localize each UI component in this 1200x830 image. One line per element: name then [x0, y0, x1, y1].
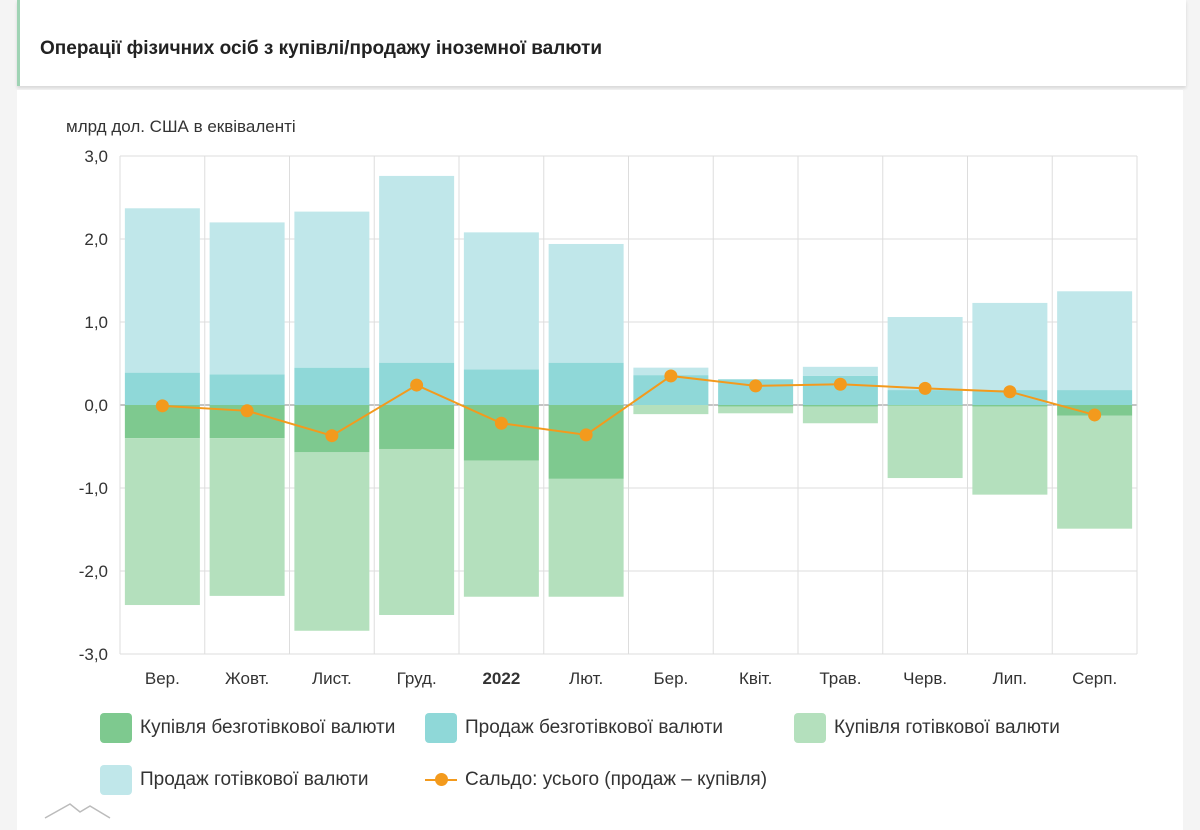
panel-header: Операції фізичних осіб з купівлі/продажу… [17, 0, 1186, 86]
x-tick-label: Квіт. [739, 669, 772, 688]
balance-point [1003, 385, 1017, 399]
mountain-logo-icon [44, 803, 111, 819]
legend-item-balance[interactable]: Сальдо: усього (продаж – купівля) [425, 765, 767, 795]
page-title: Операції фізичних осіб з купівлі/продажу… [40, 38, 603, 59]
legend-item-cashless-purchase[interactable]: Купівля безготівкової валюти [100, 713, 395, 743]
y-tick-label: 2,0 [84, 230, 108, 249]
x-tick-label: Жовт. [225, 669, 269, 688]
legend-swatch [100, 765, 132, 795]
legend-item-cash-purchase[interactable]: Купівля готівкової валюти [794, 713, 1060, 743]
balance-point [155, 399, 169, 413]
bar-cash-sale [209, 222, 285, 375]
balance-point [494, 416, 508, 430]
y-tick-label: -2,0 [79, 562, 108, 581]
bar-cashless-sale [209, 374, 285, 405]
bar-cashless-purchase [463, 405, 539, 461]
bar-cash-purchase [209, 438, 285, 596]
bar-cash-purchase [972, 406, 1048, 495]
y-tick-label: -1,0 [79, 479, 108, 498]
legend-label: Купівля готівкової валюти [834, 717, 1060, 738]
x-tick-label: Бер. [653, 669, 688, 688]
balance-point [664, 369, 678, 383]
legend-swatch [425, 713, 457, 743]
bar-cashless-purchase [887, 405, 963, 406]
legend-label: Сальдо: усього (продаж – купівля) [465, 769, 768, 790]
x-tick-label: Вер. [145, 669, 180, 688]
bar-cashless-sale [1057, 390, 1133, 405]
x-tick-label: Лют. [569, 669, 603, 688]
bar-cash-purchase [1057, 415, 1133, 529]
y-tick-label: 3,0 [84, 147, 108, 166]
balance-line [162, 374, 1095, 437]
bar-cash-purchase [802, 406, 878, 424]
x-tick-label: Лист. [312, 669, 352, 688]
y-tick-label: -3,0 [79, 645, 108, 664]
bar-cash-sale [379, 175, 455, 363]
bar-cash-sale [294, 211, 370, 368]
bar-cashless-purchase [802, 405, 878, 407]
bar-cash-purchase [633, 405, 709, 415]
legend-swatch [100, 713, 132, 743]
y-axis-label: млрд дол. США в еквіваленті [66, 117, 296, 136]
legend-item-cashless-sale[interactable]: Продаж безготівкової валюти [425, 713, 723, 743]
bar-cash-purchase [294, 452, 370, 631]
bar-cashless-purchase [379, 405, 455, 449]
legend-label: Продаж готівкової валюти [140, 769, 369, 790]
bar-cash-sale [802, 366, 878, 376]
bar-cash-sale [463, 232, 539, 370]
bar-cash-purchase [887, 405, 963, 479]
legend-swatch [794, 713, 826, 743]
balance-point [1088, 408, 1102, 422]
y-tick-label: 0,0 [84, 396, 108, 415]
legend-line-marker [425, 765, 457, 795]
bar-cash-sale [124, 208, 200, 373]
balance-point [240, 404, 254, 418]
bar-cash-purchase [124, 438, 200, 606]
bar-cashless-sale [294, 367, 370, 405]
bar-cashless-sale [463, 369, 539, 405]
balance-point [579, 428, 593, 442]
bar-cash-sale [972, 302, 1048, 391]
x-tick-label: 2022 [482, 669, 520, 688]
bar-cashless-sale [887, 390, 963, 405]
bar-cash-purchase [718, 406, 794, 414]
balance-point [918, 381, 932, 395]
x-tick-label: Лип. [993, 669, 1028, 688]
bar-cash-sale [887, 317, 963, 391]
bar-cash-purchase [463, 460, 539, 597]
bar-cash-purchase [379, 448, 455, 615]
x-tick-label: Черв. [903, 669, 947, 688]
y-tick-label: 1,0 [84, 313, 108, 332]
bar-cash-sale [1057, 291, 1133, 391]
bar-cash-purchase [548, 478, 624, 597]
legend-label: Купівля безготівкової валюти [140, 717, 396, 738]
bar-cashless-sale [548, 362, 624, 405]
bar-cash-sale [548, 243, 624, 363]
x-tick-label: Трав. [819, 669, 861, 688]
legend-label: Продаж безготівкової валюти [465, 717, 724, 738]
x-tick-label: Серп. [1072, 669, 1117, 688]
bar-cashless-purchase [718, 405, 794, 407]
balance-point [410, 378, 424, 392]
x-tick-label: Груд. [397, 669, 437, 688]
legend-item-cash-sale[interactable]: Продаж готівкової валюти [100, 765, 368, 795]
bar-cashless-purchase [972, 405, 1048, 407]
balance-point [325, 429, 339, 443]
balance-point [749, 379, 763, 393]
balance-point [833, 377, 847, 391]
